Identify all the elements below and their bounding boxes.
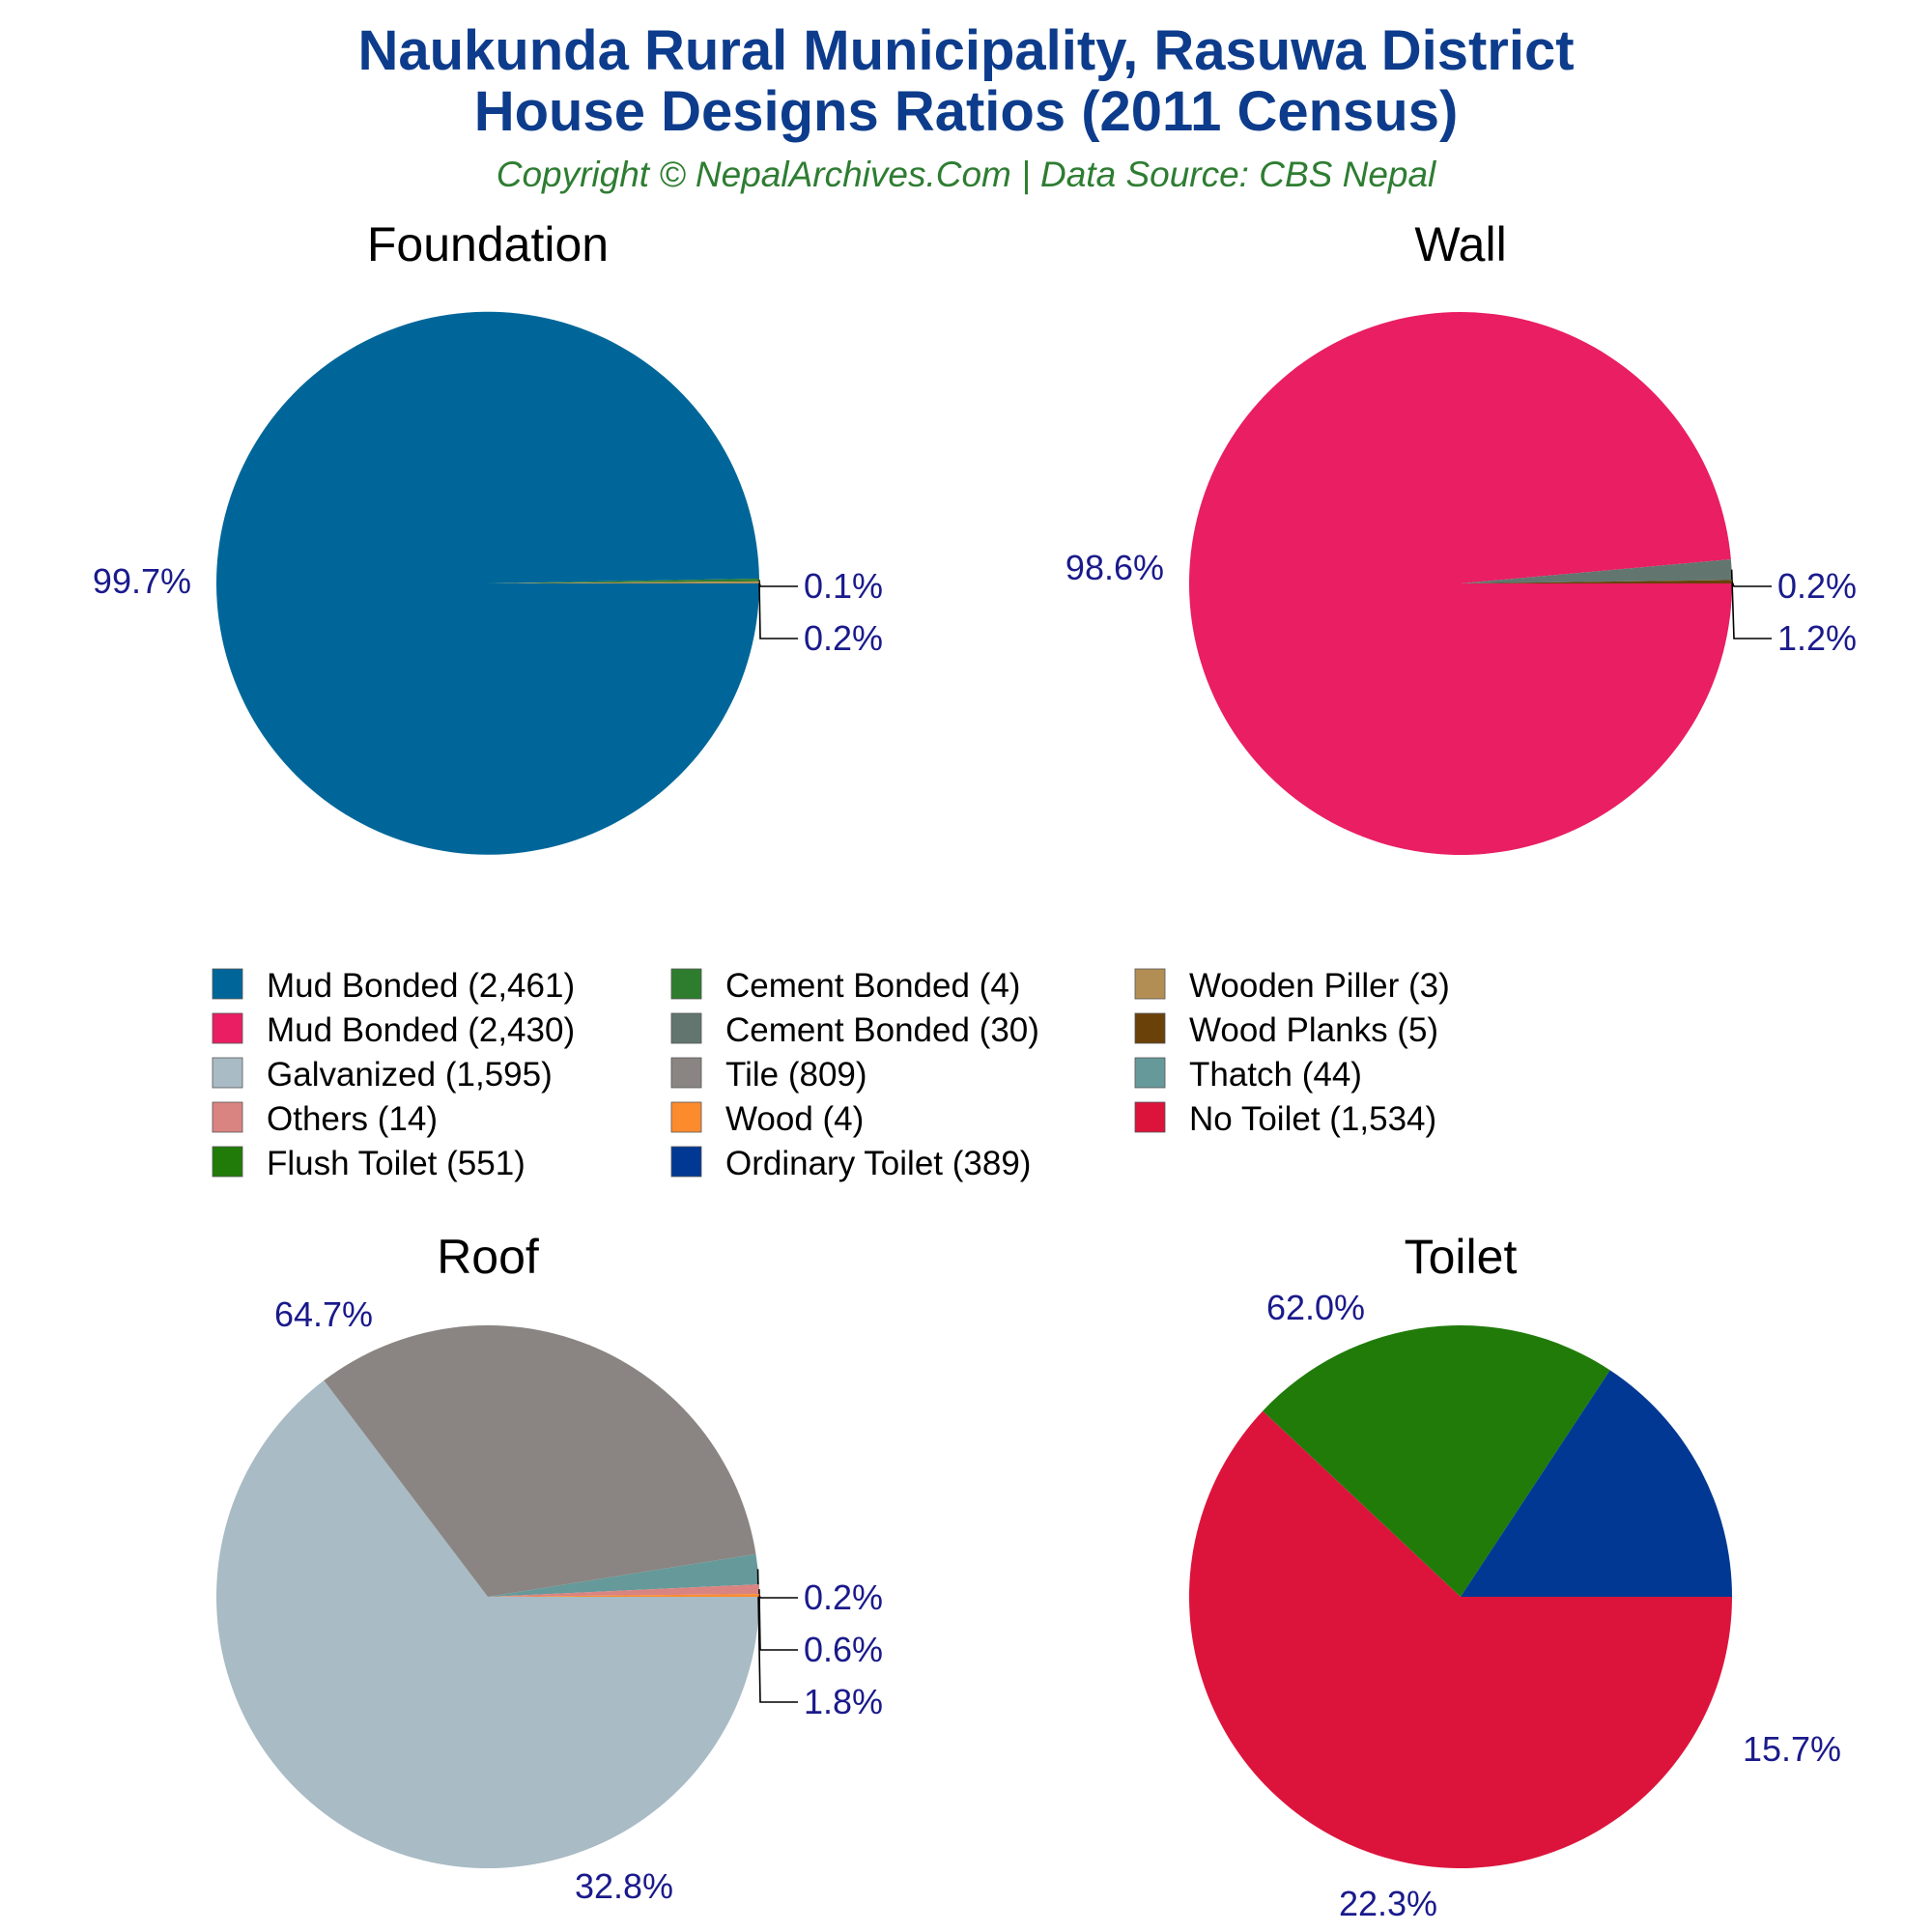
legend-label: Wooden Piller (3)	[1189, 967, 1450, 1005]
legend-label: Wood Planks (5)	[1189, 1011, 1438, 1049]
leader-line-roof-others	[758, 1589, 798, 1651]
pct-label-wall-mud-bonded: 98.6%	[1065, 548, 1164, 587]
pie-slice-wall-wood-planks	[1461, 580, 1732, 583]
pie-slice-foundation-cement-bonded	[488, 578, 759, 583]
pie-slice-foundation-wooden-piller	[488, 581, 759, 583]
pie-title-foundation: Foundation	[367, 217, 609, 271]
legend-label: Galvanized (1,595)	[267, 1056, 553, 1094]
leader-line-foundation-cement-bonded	[758, 580, 798, 639]
leader-line-wall-wood-planks	[1731, 581, 1772, 587]
pct-label-foundation-mud-bonded: 99.7%	[93, 561, 191, 601]
pct-label-roof-thatch: 1.8%	[804, 1682, 883, 1721]
chart-title-line1: Naukunda Rural Municipality, Rasuwa Dist…	[357, 19, 1574, 82]
pie-slice-wall-cement-bonded	[1461, 558, 1732, 583]
legend-item: Flush Toilet (551)	[212, 1145, 526, 1182]
legend-item: Galvanized (1,595)	[212, 1056, 553, 1094]
pie-slice-roof-wood	[488, 1594, 760, 1597]
pie-foundation: Foundation 99.7% 0.2% 0.1%	[93, 217, 883, 855]
legend-swatch	[1134, 1012, 1166, 1044]
pie-slice-wall-mud-bonded	[1189, 312, 1732, 856]
legend-item: Cement Bonded (30)	[670, 1011, 1039, 1049]
pie-slice-roof-tile	[324, 1325, 756, 1597]
pie-slice-toilet-no-toilet	[1188, 1410, 1732, 1869]
legend-item: Cement Bonded (4)	[670, 967, 1020, 1005]
legend-swatch	[1134, 968, 1166, 1000]
legend-item: Others (14)	[212, 1100, 438, 1138]
legend-item: Ordinary Toilet (389)	[670, 1145, 1031, 1182]
pie-roof: Roof 64.7% 32.8% 1.8% 0.6% 0.2%	[215, 1230, 883, 1906]
pie-slice-roof-thatch	[488, 1553, 759, 1597]
legend-swatch	[212, 968, 243, 1000]
pie-title-toilet: Toilet	[1405, 1230, 1518, 1284]
legend-label: Cement Bonded (4)	[725, 967, 1020, 1005]
legend-swatch	[212, 1057, 243, 1089]
legend-label: Mud Bonded (2,461)	[267, 967, 575, 1005]
leader-line-wall-cement-bonded	[1730, 569, 1772, 639]
legend-label: Ordinary Toilet (389)	[725, 1145, 1031, 1182]
leader-line-roof-thatch	[756, 1569, 798, 1703]
legend-swatch	[212, 1101, 243, 1133]
legend-swatch	[670, 968, 702, 1000]
legend-swatch	[670, 1101, 702, 1133]
pie-toilet: Toilet 62.0% 22.3% 15.7%	[1188, 1230, 1841, 1923]
legend-label: Wood (4)	[725, 1100, 864, 1138]
pie-title-roof: Roof	[437, 1230, 539, 1284]
pie-slice-toilet-ordinary-toilet	[1461, 1370, 1732, 1597]
legend-item: Mud Bonded (2,461)	[212, 967, 575, 1005]
legend-label: Tile (809)	[725, 1056, 867, 1094]
pie-slice-toilet-flush-toilet	[1263, 1325, 1610, 1597]
pie-title-wall: Wall	[1414, 217, 1506, 271]
legend-item: Tile (809)	[670, 1056, 867, 1094]
pct-label-foundation-cement-bonded: 0.2%	[804, 618, 883, 658]
pie-slice-roof-others	[488, 1584, 759, 1597]
legend-item: Mud Bonded (2,430)	[212, 1011, 575, 1049]
legend-item: Thatch (44)	[1134, 1056, 1362, 1094]
legend-swatch	[670, 1057, 702, 1089]
legend: Mud Bonded (2,461) Mud Bonded (2,430) Galv…	[212, 967, 1450, 1182]
pct-label-wall-wood-planks: 0.2%	[1777, 566, 1857, 606]
legend-swatch	[670, 1012, 702, 1044]
legend-item: No Toilet (1,534)	[1134, 1100, 1436, 1138]
pct-label-toilet-flush-toilet: 22.3%	[1339, 1884, 1437, 1923]
legend-swatch	[212, 1012, 243, 1044]
legend-label: Mud Bonded (2,430)	[267, 1011, 575, 1049]
legend-item: Wooden Piller (3)	[1134, 967, 1450, 1005]
pct-label-toilet-ordinary-toilet: 15.7%	[1743, 1729, 1841, 1769]
legend-swatch	[212, 1146, 243, 1178]
legend-label: No Toilet (1,534)	[1189, 1100, 1436, 1138]
pct-label-roof-wood: 0.2%	[804, 1577, 883, 1617]
legend-label: Others (14)	[267, 1100, 438, 1138]
pie-charts: Foundation 99.7% 0.2% 0.1% Wall 98.6% 1.2% 0.2%…	[93, 217, 1857, 1923]
legend-item: Wood (4)	[670, 1100, 864, 1138]
legend-swatch	[1134, 1057, 1166, 1089]
chart-subtitle: Copyright © NepalArchives.Com | Data Sou…	[497, 155, 1437, 194]
pct-label-wall-cement-bonded: 1.2%	[1777, 618, 1857, 658]
pie-slice-roof-galvanized	[215, 1380, 760, 1869]
pct-label-roof-tile: 32.8%	[575, 1866, 673, 1906]
chart-title-line2: House Designs Ratios (2011 Census)	[474, 80, 1459, 143]
legend-label: Flush Toilet (551)	[267, 1145, 526, 1182]
pie-wall: Wall 98.6% 1.2% 0.2%	[1065, 217, 1857, 856]
pie-slice-foundation-mud-bonded	[216, 311, 760, 855]
pct-label-toilet-no-toilet: 62.0%	[1266, 1288, 1365, 1327]
legend-swatch	[670, 1146, 702, 1178]
leader-line-foundation-wooden-piller	[758, 582, 798, 587]
pct-label-roof-others: 0.6%	[804, 1630, 883, 1669]
legend-item: Wood Planks (5)	[1134, 1011, 1438, 1049]
legend-swatch	[1134, 1101, 1166, 1133]
pct-label-roof-galvanized: 64.7%	[274, 1294, 373, 1334]
legend-label: Cement Bonded (30)	[725, 1011, 1039, 1049]
leader-line-roof-wood	[758, 1595, 798, 1599]
legend-label: Thatch (44)	[1189, 1056, 1362, 1094]
pct-label-foundation-wooden-piller: 0.1%	[804, 566, 883, 606]
